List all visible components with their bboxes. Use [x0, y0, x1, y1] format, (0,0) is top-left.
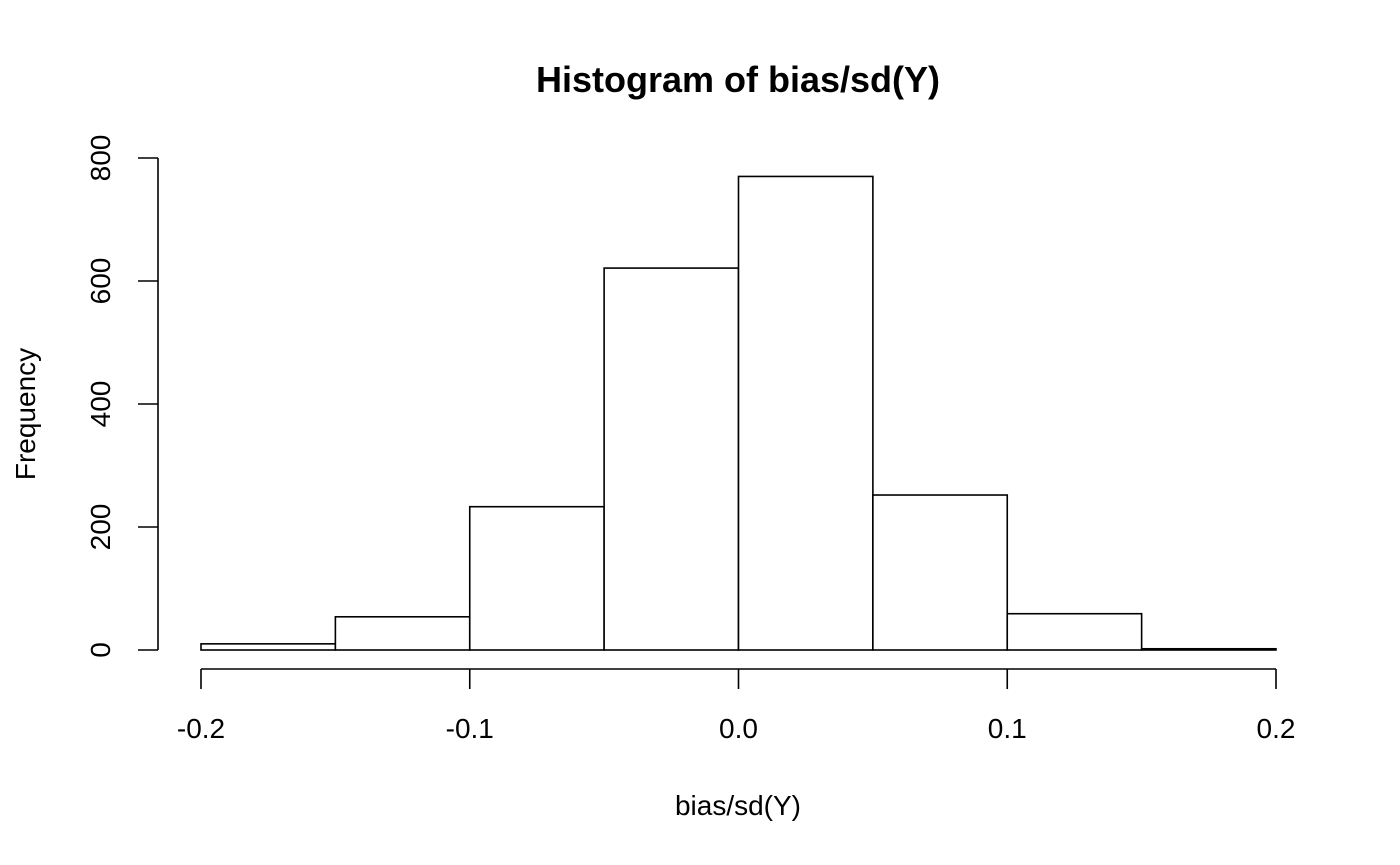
x-tick-label-3: 0.1 — [988, 713, 1027, 744]
x-tick-label-2: 0.0 — [719, 713, 758, 744]
histogram-bar-2 — [468, 505, 605, 651]
histogram-bar-4 — [737, 175, 874, 651]
y-tick-label-2: 400 — [85, 381, 116, 428]
x-axis: -0.2 -0.1 0.0 0.1 0.2 — [177, 668, 1296, 744]
x-tick-label-0: -0.2 — [177, 713, 225, 744]
chart-title: Histogram of bias/sd(Y) — [536, 59, 940, 100]
x-tick-label-1: -0.1 — [446, 713, 494, 744]
histogram-bar-6 — [1006, 612, 1143, 651]
histogram-bar-1 — [334, 615, 471, 651]
bars-group — [200, 175, 1277, 651]
histogram-bar-0 — [200, 643, 337, 651]
y-tick-label-4: 800 — [85, 135, 116, 182]
y-tick-label-1: 200 — [85, 504, 116, 551]
y-tick-label-0: 0 — [85, 642, 116, 658]
y-axis-label: Frequency — [10, 348, 41, 480]
histogram-bar-3 — [603, 267, 740, 651]
y-axis: 0 200 400 600 800 — [85, 135, 159, 658]
histogram-bar-7 — [1140, 647, 1277, 651]
y-tick-label-3: 600 — [85, 258, 116, 305]
histogram-bar-5 — [872, 494, 1009, 651]
x-tick-label-4: 0.2 — [1257, 713, 1296, 744]
x-axis-label: bias/sd(Y) — [675, 790, 801, 821]
